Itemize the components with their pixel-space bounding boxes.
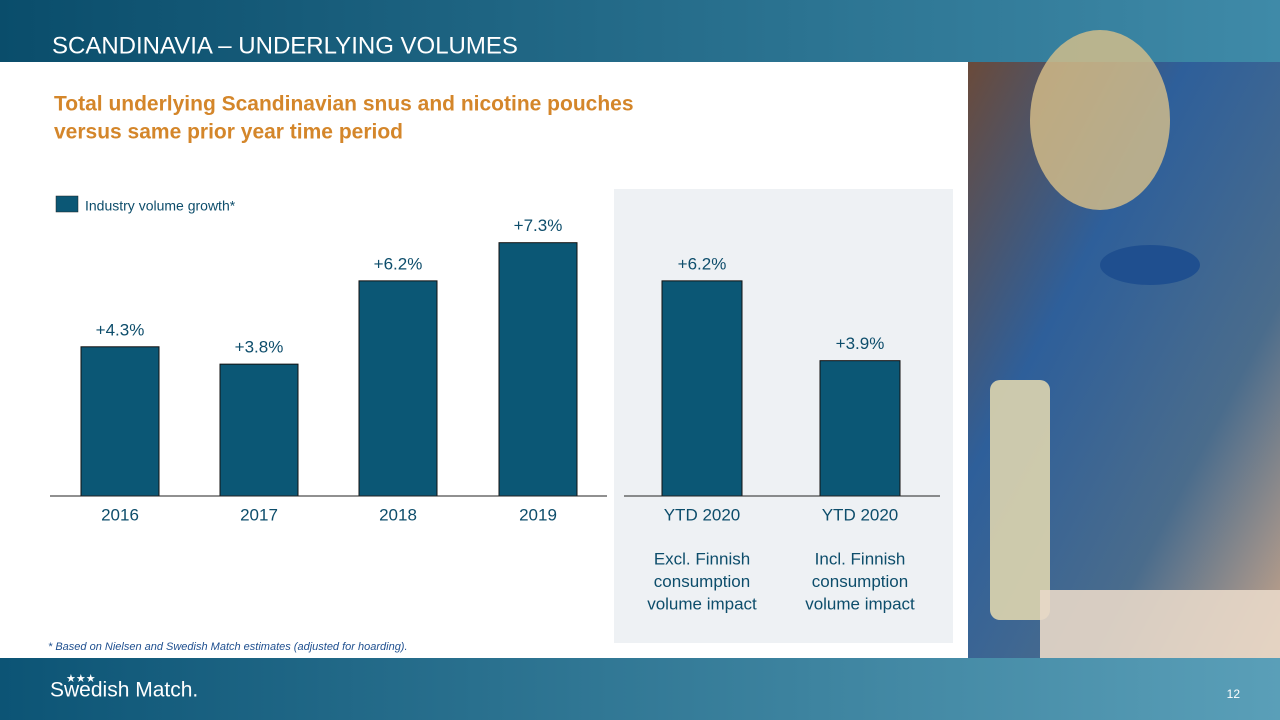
bar	[219, 363, 299, 497]
x-tick-label: 2017	[240, 505, 278, 524]
category-note: volume impact	[805, 594, 915, 613]
value-label: +3.9%	[836, 334, 885, 353]
value-label: +6.2%	[678, 254, 727, 273]
value-label: +6.2%	[374, 254, 423, 273]
value-label: +4.3%	[96, 320, 145, 339]
photo-jar	[990, 380, 1050, 620]
bar	[358, 280, 438, 497]
x-tick-label: 2018	[379, 505, 417, 524]
slide-title: SCANDINAVIA – UNDERLYING VOLUMES	[52, 32, 518, 59]
value-label: +3.8%	[235, 338, 284, 357]
x-tick-label: YTD 2020	[822, 505, 899, 524]
category-note: consumption	[654, 572, 750, 591]
bar	[498, 242, 578, 497]
category-note: Incl. Finnish	[815, 549, 906, 568]
photo-can	[1100, 245, 1200, 285]
logo: Swedish Match.	[50, 679, 198, 702]
category-note: Excl. Finnish	[654, 549, 750, 568]
x-tick-label: 2016	[101, 505, 139, 524]
bar	[80, 346, 160, 497]
page-number: 12	[1227, 687, 1241, 701]
category-note: consumption	[812, 572, 908, 591]
logo-stars: ★★★	[66, 673, 96, 685]
photo-table	[1040, 590, 1280, 658]
photo	[968, 30, 1280, 658]
legend-swatch	[55, 195, 79, 213]
legend-label: Industry volume growth*	[85, 198, 236, 214]
footnote: * Based on Nielsen and Swedish Match est…	[48, 641, 408, 653]
footer-bar	[0, 658, 1280, 720]
category-note: volume impact	[647, 594, 757, 613]
star: ★★★	[66, 673, 96, 685]
x-tick-label: 2019	[519, 505, 557, 524]
subtitle: Total underlying Scandinavian snus and n…	[54, 93, 634, 116]
value-label: +7.3%	[514, 216, 563, 235]
bar	[661, 280, 743, 497]
bar	[819, 360, 901, 497]
photo-hair	[1030, 30, 1170, 210]
subtitle: versus same prior year time period	[54, 121, 403, 144]
x-tick-label: YTD 2020	[664, 505, 741, 524]
